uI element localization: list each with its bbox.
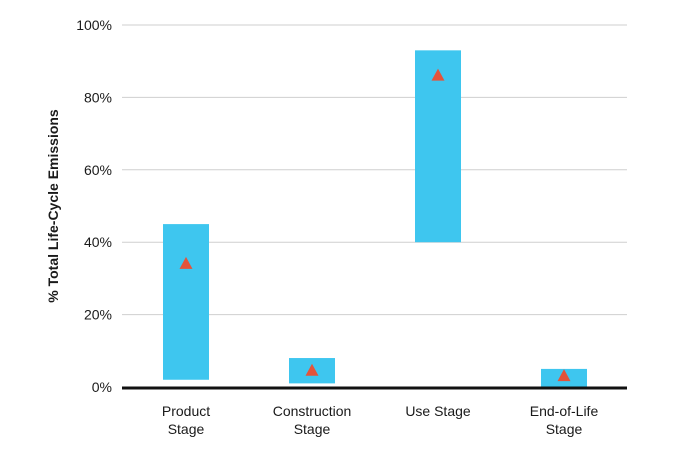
x-category-label: Product Stage: [162, 403, 210, 437]
y-tick-label: 80%: [84, 89, 112, 105]
y-tick-label: 20%: [84, 307, 112, 323]
marker-triangle: [431, 68, 445, 81]
range-bar: [415, 50, 461, 243]
marker-triangle: [179, 256, 193, 269]
y-tick-label: 100%: [76, 17, 112, 33]
y-axis-title: % Total Life-Cycle Emissions: [45, 109, 61, 303]
x-axis-categories: Product Stage Construction Stage Use Stage En…: [162, 403, 599, 437]
marker-triangle: [557, 369, 571, 382]
x-category-label: Construction Stage: [273, 403, 352, 437]
marker-triangle: [305, 363, 319, 376]
y-axis-ticks: 0% 20% 40% 60% 80% 100%: [76, 17, 112, 395]
x-category-label: End-of-Life Stage: [530, 403, 599, 437]
markers: [179, 68, 571, 382]
y-tick-label: 40%: [84, 234, 112, 250]
y-tick-label: 0%: [92, 379, 112, 395]
bars: [163, 50, 587, 387]
x-category-label: Use Stage: [405, 403, 471, 419]
y-tick-label: 60%: [84, 162, 112, 178]
range-bar: [163, 224, 209, 380]
